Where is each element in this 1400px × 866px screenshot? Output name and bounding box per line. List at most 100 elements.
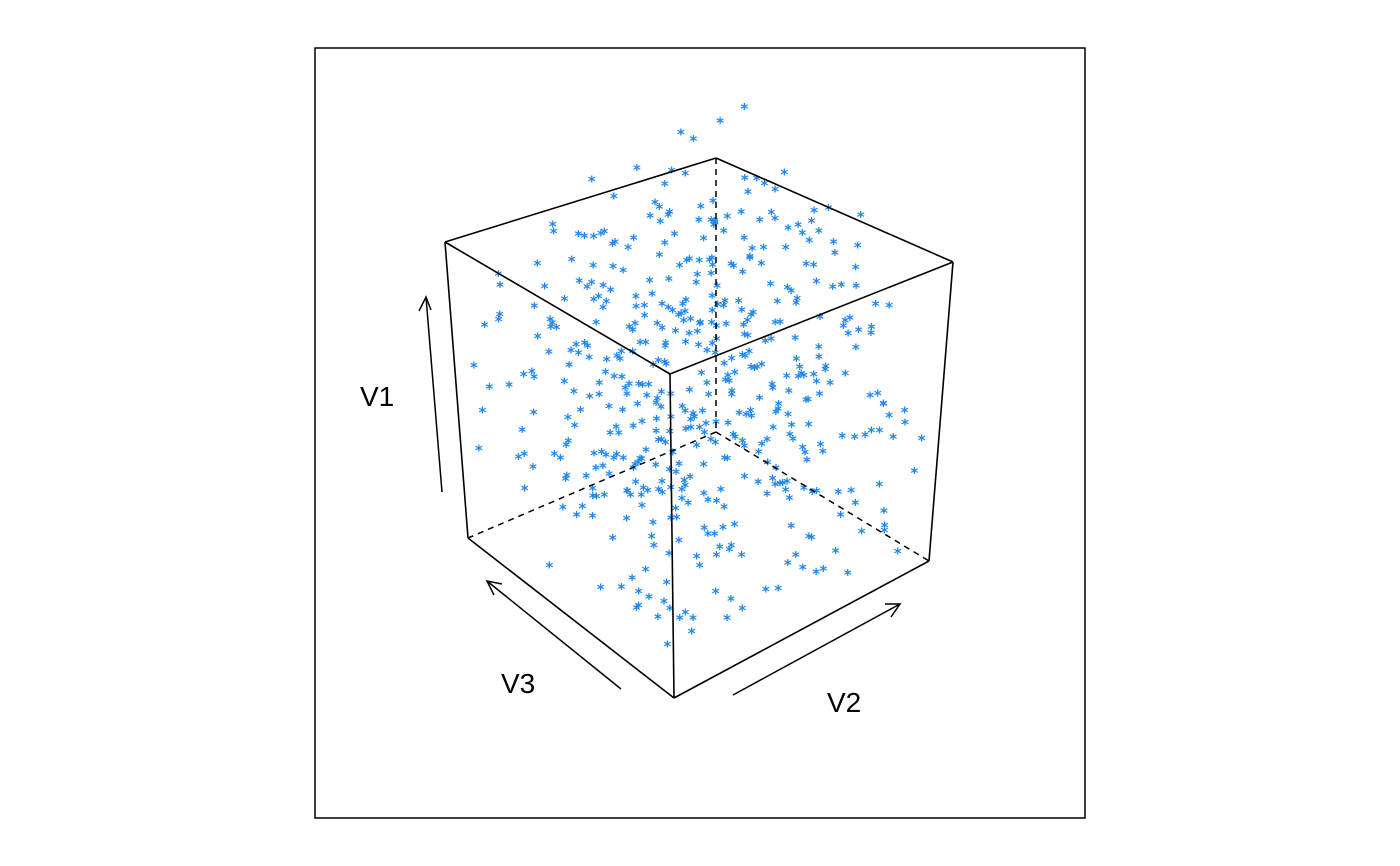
data-point: * xyxy=(798,226,807,244)
data-point: * xyxy=(773,295,782,313)
data-point: * xyxy=(700,521,709,539)
data-point: * xyxy=(759,241,768,259)
data-point: * xyxy=(612,448,621,466)
data-point: * xyxy=(853,239,862,257)
data-point: * xyxy=(654,353,663,371)
cube-edge-hidden xyxy=(715,431,930,562)
data-point: * xyxy=(533,257,542,275)
data-point: * xyxy=(657,433,666,451)
data-point: * xyxy=(707,267,716,285)
axis-label-v3: V3 xyxy=(501,668,535,699)
data-point: * xyxy=(589,447,598,465)
data-point: * xyxy=(794,218,803,236)
data-point: * xyxy=(771,316,780,334)
data-point: * xyxy=(845,311,854,329)
data-point: * xyxy=(679,314,688,332)
data-point: * xyxy=(708,289,717,307)
data-point: * xyxy=(771,405,780,423)
data-point: * xyxy=(828,280,837,298)
data-point: * xyxy=(816,437,825,455)
data-point: * xyxy=(685,470,694,488)
data-point: * xyxy=(606,426,615,444)
data-point: * xyxy=(660,177,669,195)
data-point: * xyxy=(556,451,565,469)
data-point: * xyxy=(664,301,673,319)
data-point: * xyxy=(740,231,749,249)
data-point: * xyxy=(619,263,628,281)
data-point: * xyxy=(635,452,644,470)
data-point: * xyxy=(837,278,846,296)
data-point: * xyxy=(608,531,617,549)
data-point: * xyxy=(633,456,642,474)
data-point: * xyxy=(614,426,623,444)
data-point: * xyxy=(725,542,734,560)
data-point: * xyxy=(729,259,738,277)
data-point: * xyxy=(809,258,818,276)
data-point: * xyxy=(814,340,823,358)
data-point: * xyxy=(831,544,840,562)
data-point: * xyxy=(549,225,558,243)
data-point: * xyxy=(478,404,487,422)
data-point: * xyxy=(721,373,730,391)
data-point: * xyxy=(550,447,559,465)
data-point: * xyxy=(720,356,729,374)
data-point: * xyxy=(821,363,830,381)
data-point: * xyxy=(630,317,639,335)
data-point: * xyxy=(661,436,670,454)
data-point: * xyxy=(658,485,667,503)
data-point: * xyxy=(639,481,648,499)
data-point: * xyxy=(738,601,747,619)
data-point: * xyxy=(879,504,888,522)
data-point: * xyxy=(807,214,816,232)
data-point: * xyxy=(582,469,591,487)
data-point: * xyxy=(900,416,909,434)
data-point: * xyxy=(710,216,719,234)
data-point: * xyxy=(871,297,880,315)
data-point: * xyxy=(514,450,523,468)
data-point: * xyxy=(741,349,750,367)
data-point: * xyxy=(698,404,707,422)
data-point: * xyxy=(699,487,708,505)
point-cloud: * * * * * * * * * * * * * * * * * * * * * * * * * * * * * * * * * * * * * * * *… xyxy=(469,100,926,655)
data-point: * xyxy=(692,550,701,568)
data-point: * xyxy=(711,585,720,603)
axis-label-v2: V2 xyxy=(827,687,861,718)
data-point: * xyxy=(626,488,635,506)
data-point: * xyxy=(723,452,732,470)
data-point: * xyxy=(663,637,672,655)
data-point: * xyxy=(563,410,572,428)
data-point: * xyxy=(802,257,811,275)
data-point: * xyxy=(722,611,731,629)
data-point: * xyxy=(715,540,724,558)
data-point: * xyxy=(793,292,802,310)
data-point: * xyxy=(767,332,776,350)
cube-edge xyxy=(673,560,930,699)
data-point: * xyxy=(640,298,649,316)
data-point: * xyxy=(695,317,704,335)
data-point: * xyxy=(740,327,749,345)
data-point: * xyxy=(565,358,574,376)
data-point: * xyxy=(689,132,698,150)
data-point: * xyxy=(844,326,853,344)
data-point: * xyxy=(602,352,611,370)
data-point: * xyxy=(810,204,819,222)
data-point: * xyxy=(746,360,755,378)
data-point: * xyxy=(787,284,796,302)
data-point: * xyxy=(763,455,772,473)
cube-box xyxy=(444,157,954,699)
data-point: * xyxy=(688,611,697,629)
data-point: * xyxy=(654,433,663,451)
data-point: * xyxy=(702,343,711,361)
data-point: * xyxy=(629,419,638,437)
cube-edge-hidden xyxy=(467,431,717,539)
data-point: * xyxy=(545,559,554,577)
data-point: * xyxy=(637,452,646,470)
data-point: * xyxy=(771,478,780,496)
data-point: * xyxy=(637,488,646,506)
data-point: * xyxy=(665,424,674,442)
data-point: * xyxy=(723,369,732,387)
data-point: * xyxy=(803,392,812,410)
data-point: * xyxy=(528,460,537,478)
data-point: * xyxy=(644,590,653,608)
